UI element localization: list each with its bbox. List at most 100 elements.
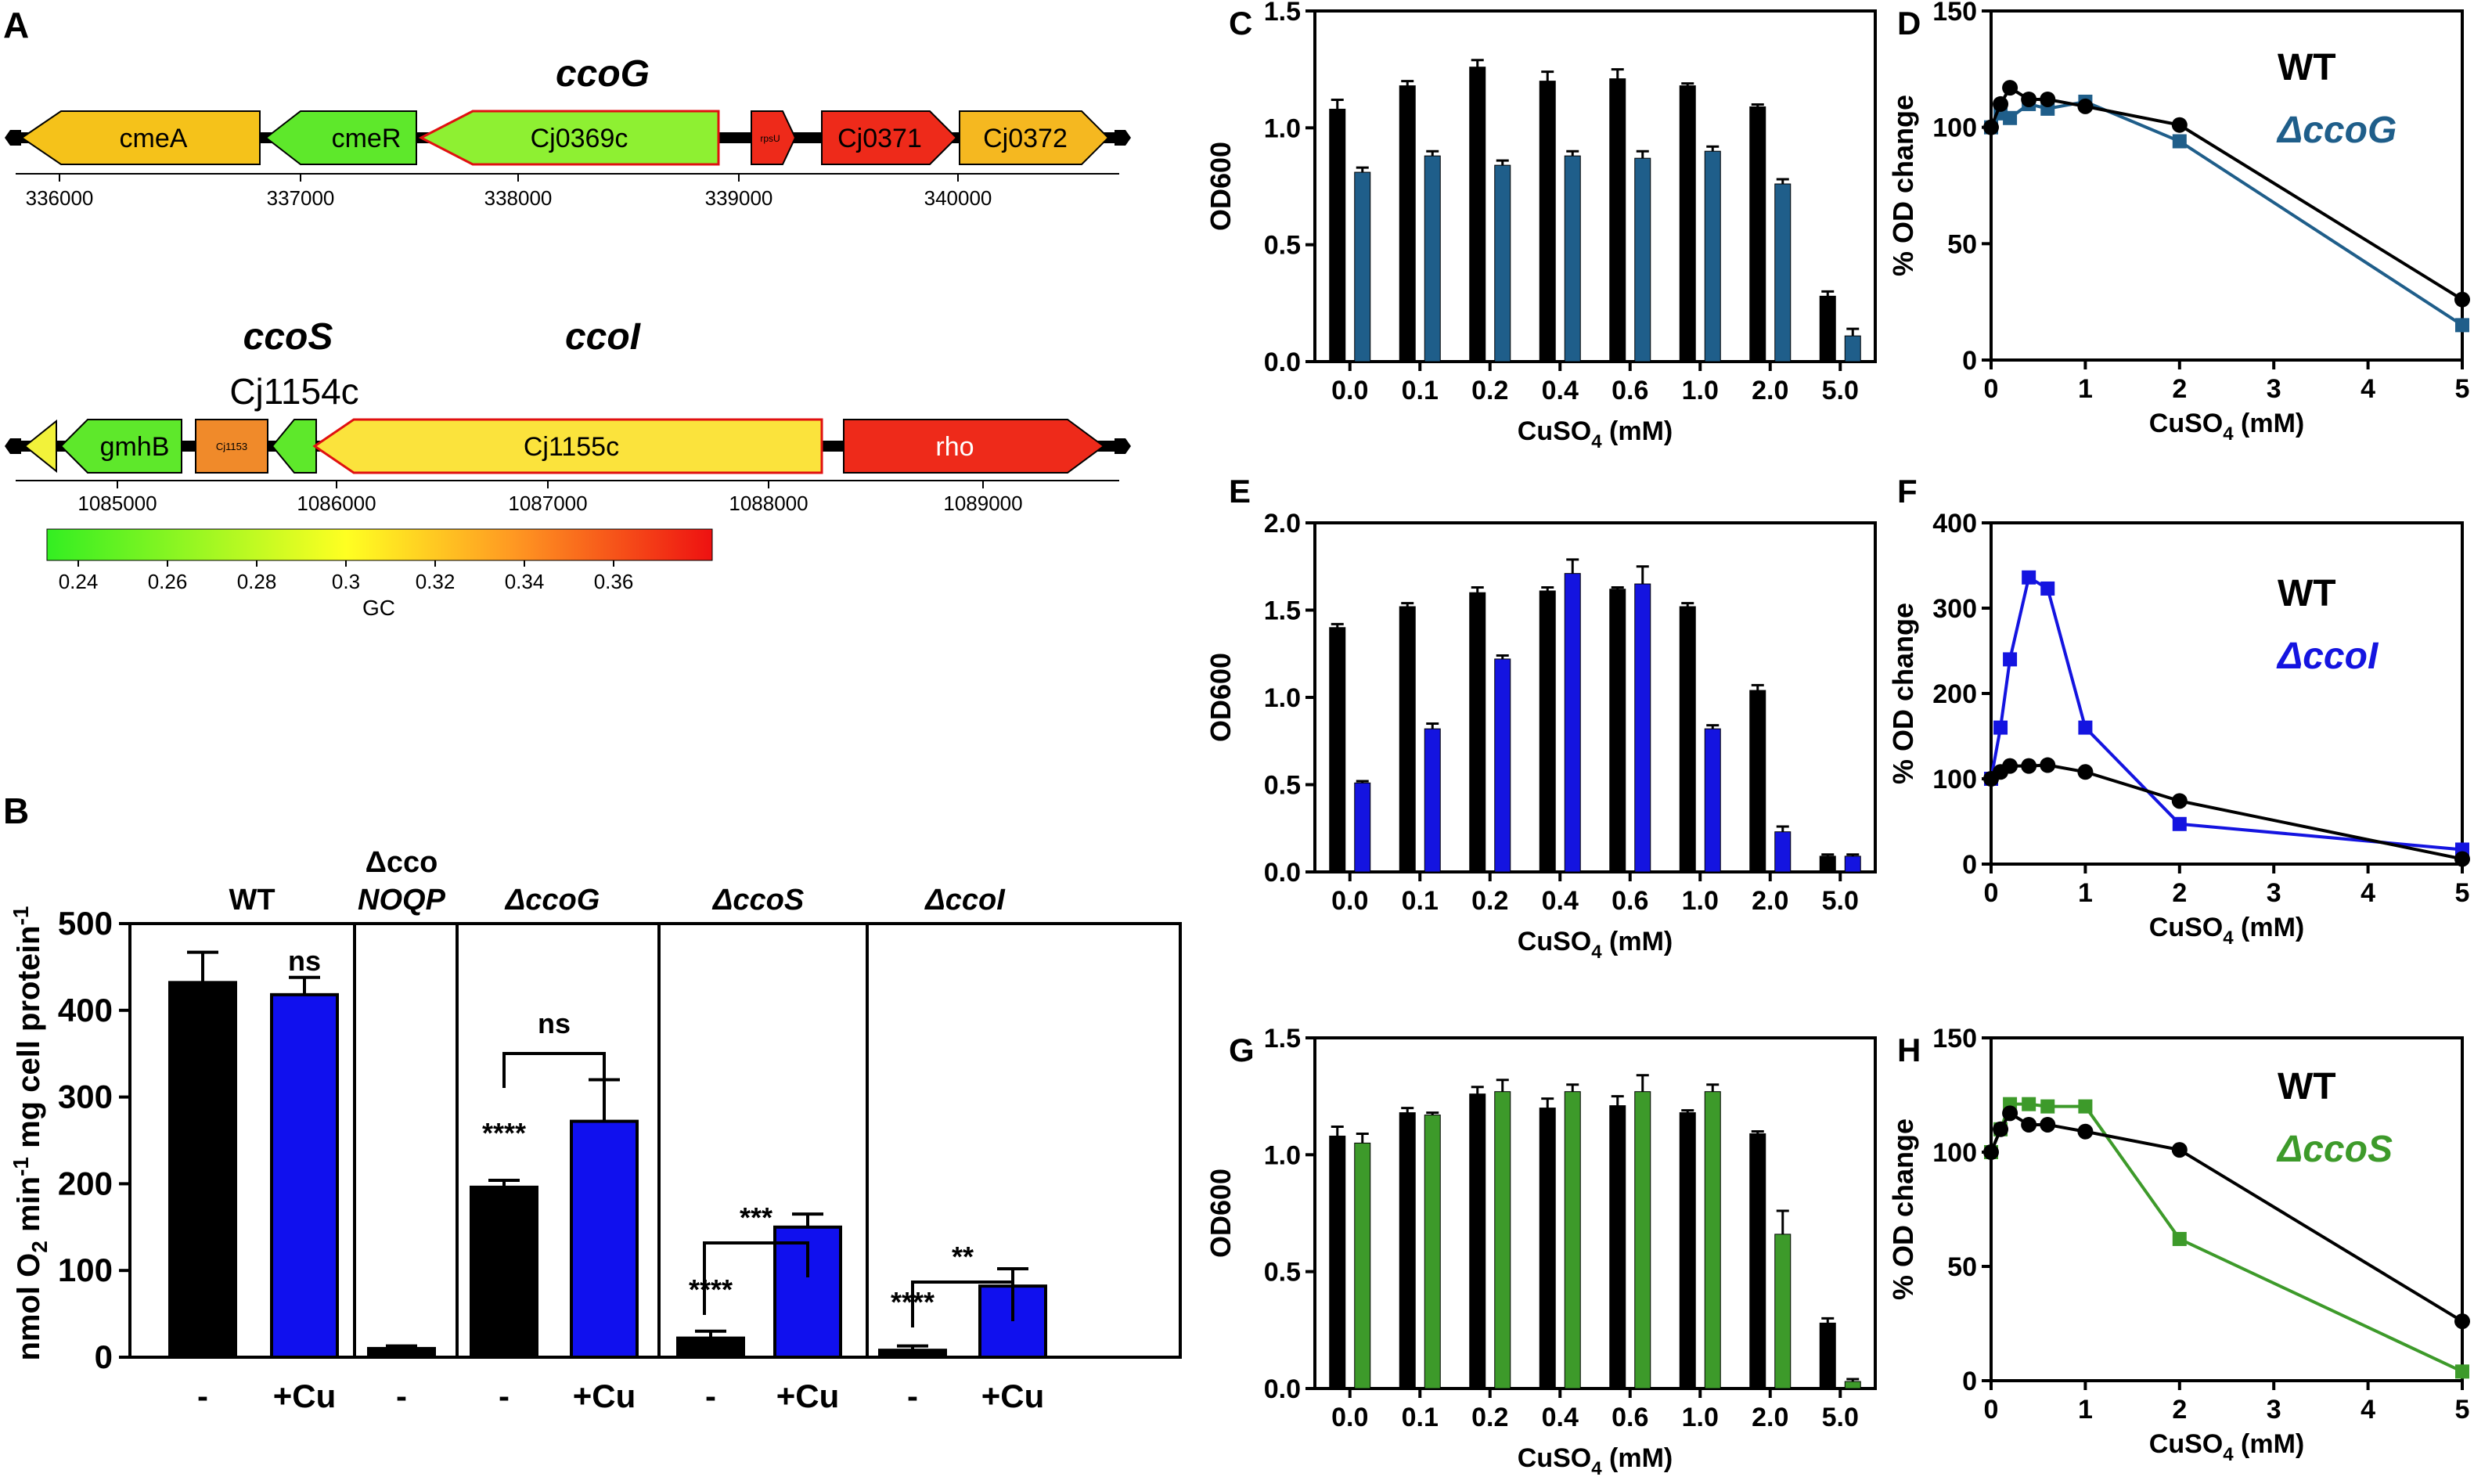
bar xyxy=(1844,1381,1861,1389)
gene-Cj0369c xyxy=(418,110,720,166)
gc-tick: 0.28 xyxy=(237,570,277,593)
panel-label: D xyxy=(1897,5,1921,41)
ytick-label: 0.5 xyxy=(1264,1258,1301,1288)
xtick-label: 1.0 xyxy=(1682,1403,1719,1432)
bar xyxy=(1774,831,1792,873)
b-bar xyxy=(168,981,237,1359)
xtick-label: 3 xyxy=(2267,878,2281,908)
ytick-label: 150 xyxy=(1932,1024,1977,1054)
bar xyxy=(1844,855,1861,873)
xlabel: CuSO4 (mM) xyxy=(2149,1429,2304,1465)
xlabel: +Cu xyxy=(981,1378,1045,1414)
xtick-label: 0.4 xyxy=(1542,886,1579,916)
xlabel: - xyxy=(705,1378,716,1414)
panel-b-group-labels: WT Δcco NOQP ΔccoG ΔccoS ΔccoI xyxy=(229,846,1006,917)
point-wt xyxy=(2002,758,2018,774)
point-wt xyxy=(1993,1121,2009,1137)
xtick-label: 5 xyxy=(2455,878,2470,908)
b-ytick-label: 200 xyxy=(58,1165,113,1201)
gene-rho-label: rho xyxy=(935,432,974,462)
group-label-ccoS: ΔccoS xyxy=(711,884,804,917)
group-label-wt: WT xyxy=(229,884,275,917)
ylabel-part: -1 xyxy=(9,1157,33,1176)
bar xyxy=(1609,78,1626,362)
panel-a: A ccoG cmeA cmeR Cj0369c rpsU Cj0371 Cj0… xyxy=(3,5,1131,620)
xlabel-sub: 4 xyxy=(2223,1444,2234,1465)
panel-label: F xyxy=(1897,473,1918,510)
point-mutant xyxy=(2172,134,2187,149)
point-wt xyxy=(2454,291,2470,308)
xtick-label: 0 xyxy=(1984,878,1999,908)
ylabel: % OD change xyxy=(1887,603,1919,784)
xtick-label: 1 xyxy=(2078,878,2093,908)
xlabel: - xyxy=(197,1378,208,1414)
xlabel-unit: (mM) xyxy=(2234,1429,2305,1459)
gc-scale-bar xyxy=(46,528,713,561)
xtick-label: 0.4 xyxy=(1542,376,1579,405)
point-wt xyxy=(2077,98,2094,114)
ytick-label: 1.5 xyxy=(1264,596,1301,626)
b-ytick-label: 100 xyxy=(58,1252,113,1288)
region2-title-ccoS: ccoS xyxy=(243,316,333,358)
region2-tick: 1085000 xyxy=(77,492,157,515)
panel-label: H xyxy=(1897,1032,1921,1068)
ytick-label: 1.0 xyxy=(1264,1140,1301,1170)
ytick-label: 0 xyxy=(1962,850,1977,880)
xlabel-unit: (mM) xyxy=(1602,1443,1673,1473)
gene-rpsU-label: rpsU xyxy=(760,133,780,144)
ytick-label: 150 xyxy=(1932,0,1977,27)
xtick-label: 5.0 xyxy=(1822,886,1859,916)
ylabel-part: min xyxy=(12,1176,46,1241)
xtick-label: 5.0 xyxy=(1822,1403,1859,1432)
region2-ticks: 1085000 1086000 1087000 1088000 1089000 xyxy=(77,481,1023,515)
bar xyxy=(1399,606,1416,873)
ylabel-part: nmol O xyxy=(12,1253,46,1361)
bar xyxy=(1329,108,1346,362)
xlabel-main: CuSO xyxy=(2149,913,2223,942)
gc-tick: 0.32 xyxy=(416,570,456,593)
point-wt xyxy=(2171,793,2188,809)
region1-tick: 339000 xyxy=(705,186,773,210)
plot-frame xyxy=(1313,9,1877,363)
point-wt xyxy=(2021,91,2037,107)
bar xyxy=(1634,583,1651,873)
xtick-label: 4 xyxy=(2361,1395,2375,1425)
xlabel-sub: 4 xyxy=(1591,431,1602,452)
panel-g: G 0.0 0.5 1.0 1.5 OD600 0.0 0.1 0.2 0.4 0.6 1.0 2.0 5… xyxy=(1205,1024,1877,1479)
bar xyxy=(1424,1115,1441,1389)
sig-ccoG-ns: ns xyxy=(538,1007,571,1039)
sig-ccoI-stars-bracket: ** xyxy=(952,1241,974,1273)
region2-tick: 1089000 xyxy=(943,492,1022,515)
ytick-label: 0.0 xyxy=(1264,1374,1301,1404)
xtick-label: 1.0 xyxy=(1682,376,1719,405)
region2-tick: 1086000 xyxy=(297,492,376,515)
plot-frame xyxy=(1990,521,2464,866)
bar xyxy=(1469,592,1486,873)
legend-mutant: ΔccoI xyxy=(2276,636,2379,677)
region1-tick: 340000 xyxy=(924,186,992,210)
gene-Cj1155c-label: Cj1155c xyxy=(524,432,619,462)
bar xyxy=(1819,855,1836,873)
ytick-label: 100 xyxy=(1932,1138,1977,1168)
ytick-label: 1.5 xyxy=(1264,1024,1301,1054)
sig-ccoS-stars-bracket: *** xyxy=(740,1201,772,1234)
ylabel: OD600 xyxy=(1205,1169,1237,1258)
b-bar xyxy=(470,1185,538,1360)
region1-title: ccoG xyxy=(556,53,650,95)
bar xyxy=(1329,627,1346,873)
gc-scale-ticks: 0.24 0.26 0.28 0.3 0.32 0.34 0.36 xyxy=(59,560,633,593)
xlabel: CuSO4 (mM) xyxy=(1518,1443,1673,1479)
bar xyxy=(1749,690,1766,873)
b-bar xyxy=(270,992,339,1359)
xlabel: CuSO4 (mM) xyxy=(1518,416,1673,452)
region2-end-right xyxy=(1115,438,1131,454)
region1-tick: 337000 xyxy=(267,186,335,210)
gene-Cj0372-label: Cj0372 xyxy=(983,124,1068,153)
gc-tick: 0.34 xyxy=(505,570,545,593)
xtick-label: 0.2 xyxy=(1471,886,1508,916)
xtick-label: 0.0 xyxy=(1331,1403,1368,1432)
point-wt xyxy=(2021,758,2037,774)
bar xyxy=(1774,1234,1792,1389)
